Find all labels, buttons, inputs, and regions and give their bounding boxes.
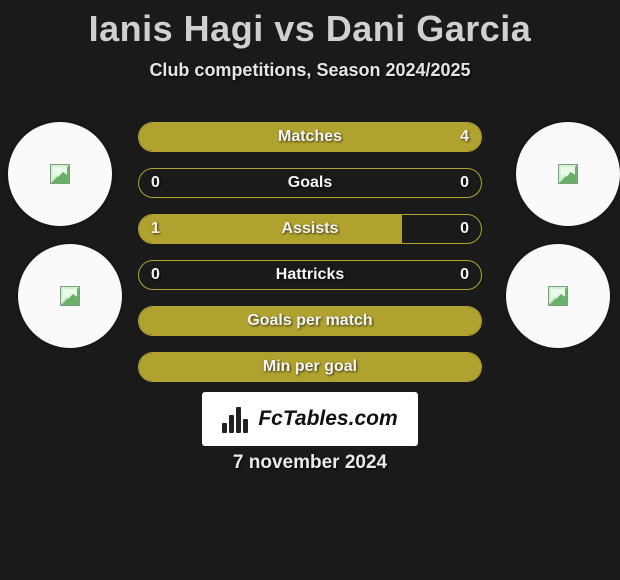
stat-value-right: 0	[460, 174, 469, 192]
broken-image-icon	[60, 286, 80, 306]
bar-chart-icon	[222, 405, 252, 433]
page-title: Ianis Hagi vs Dani Garcia	[0, 0, 620, 50]
date: 7 november 2024	[0, 452, 620, 474]
logo-text: FcTables.com	[258, 407, 397, 431]
stat-label: Min per goal	[263, 358, 357, 376]
stat-value-left: 0	[151, 174, 160, 192]
broken-image-icon	[548, 286, 568, 306]
player-avatar-right-1	[516, 122, 620, 226]
stat-value-left: 0	[151, 266, 160, 284]
stat-value-right: 0	[460, 266, 469, 284]
player-avatar-left-2	[18, 244, 122, 348]
stat-bar: 0 Goals 0	[138, 168, 482, 198]
page-subtitle: Club competitions, Season 2024/2025	[0, 60, 620, 81]
stat-label: Assists	[282, 220, 339, 238]
stat-label: Matches	[278, 128, 342, 146]
comparison-card: Ianis Hagi vs Dani Garcia Club competiti…	[0, 0, 620, 580]
stat-value-right: 4	[460, 128, 469, 146]
stat-label: Goals per match	[247, 312, 372, 330]
stat-bar: Matches 4	[138, 122, 482, 152]
logo[interactable]: FcTables.com	[202, 392, 418, 446]
stat-bar-fill	[139, 215, 402, 243]
stat-bar: Min per goal	[138, 352, 482, 382]
stat-bar: 0 Hattricks 0	[138, 260, 482, 290]
avatars-right	[516, 122, 620, 348]
stat-bar: Goals per match	[138, 306, 482, 336]
stat-bar: 1 Assists 0	[138, 214, 482, 244]
stat-label: Hattricks	[276, 266, 344, 284]
stat-bars: Matches 4 0 Goals 0 1 Assists 0 0 Hattricks 0 Goals…	[138, 122, 482, 382]
stat-value-left: 1	[151, 220, 160, 238]
broken-image-icon	[50, 164, 70, 184]
player-avatar-right-2	[506, 244, 610, 348]
player-avatar-left-1	[8, 122, 112, 226]
avatars-left	[8, 122, 122, 348]
broken-image-icon	[558, 164, 578, 184]
stat-label: Goals	[288, 174, 332, 192]
stat-value-right: 0	[460, 220, 469, 238]
